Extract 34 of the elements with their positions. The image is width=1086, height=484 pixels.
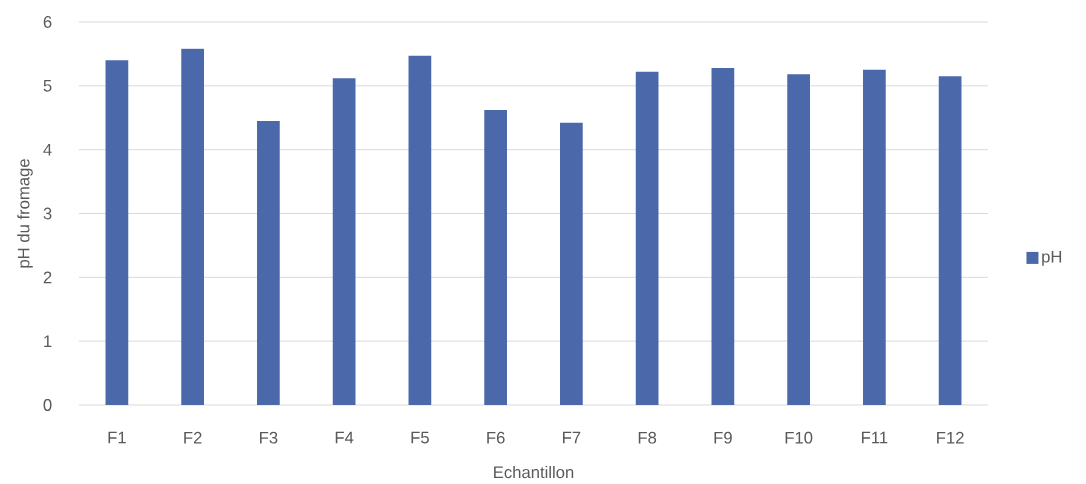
x-axis-title: Echantillon <box>494 465 574 479</box>
bar <box>181 48 204 405</box>
x-tick-label: F3 <box>260 431 278 444</box>
y-tick-label: 6 <box>43 16 52 28</box>
y-axis-title: pH du fromage <box>17 159 33 268</box>
x-tick-label: F9 <box>714 431 732 444</box>
x-tick-label: F7 <box>563 431 581 444</box>
bar <box>560 122 583 405</box>
x-tick-label: F11 <box>861 431 888 444</box>
x-tick-label: F8 <box>638 431 657 444</box>
y-tick-label: 5 <box>43 80 52 92</box>
bar <box>938 76 962 405</box>
x-tick-label: F4 <box>335 431 354 444</box>
y-tick-label: 2 <box>43 271 52 284</box>
y-tick-label: 3 <box>43 207 52 220</box>
x-tick-label: F12 <box>937 431 964 444</box>
bar <box>408 55 432 405</box>
bar <box>711 67 735 405</box>
y-tick-label: 4 <box>43 143 52 156</box>
bar <box>787 74 810 405</box>
y-tick-label: 1 <box>44 335 52 347</box>
y-tick-label: 0 <box>43 399 52 411</box>
bar <box>635 71 659 405</box>
bar <box>257 120 280 405</box>
bar <box>863 69 886 405</box>
x-tick-label: F10 <box>785 431 813 444</box>
bar <box>332 78 356 405</box>
x-tick-label: F5 <box>411 431 429 444</box>
legend-label: pH <box>1042 250 1062 266</box>
x-tick-label: F1 <box>108 431 126 444</box>
bar <box>105 60 129 405</box>
x-tick-label: F6 <box>487 431 505 444</box>
x-tick-label: F2 <box>184 431 202 444</box>
bar <box>484 110 507 405</box>
